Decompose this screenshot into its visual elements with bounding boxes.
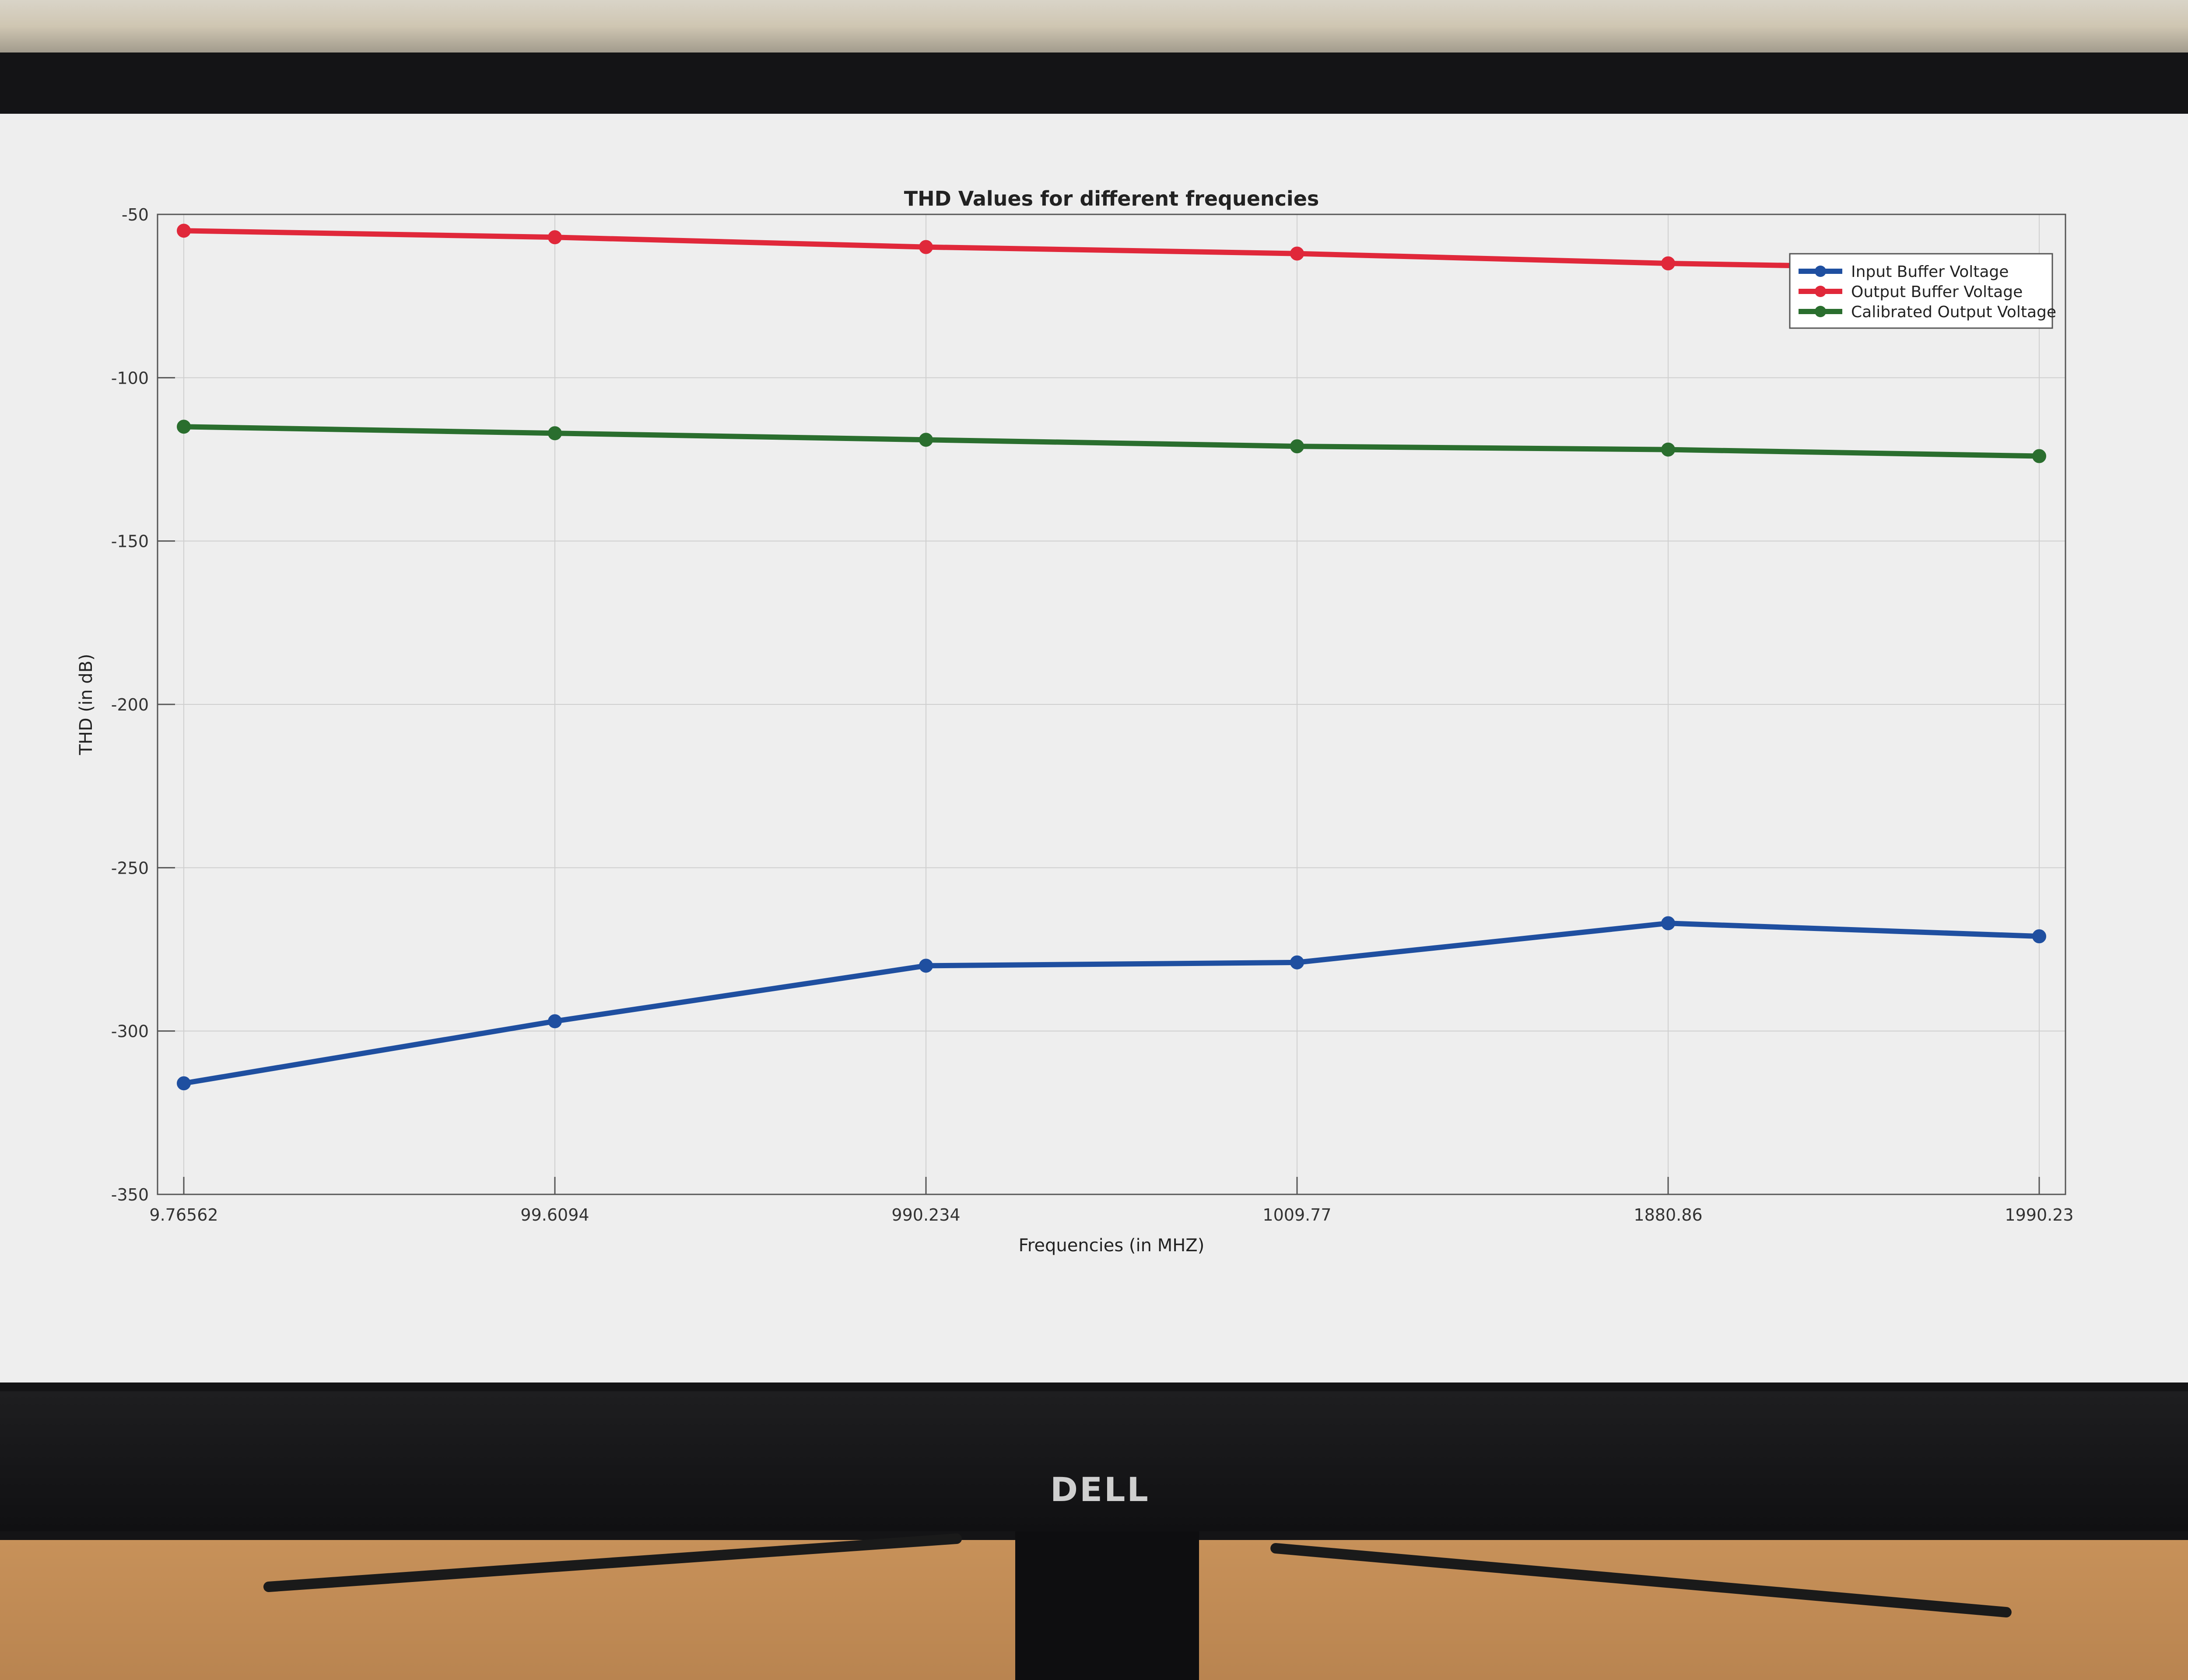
data-point <box>919 433 933 447</box>
y-tick-label: -50 <box>122 205 149 224</box>
y-axis-label: THD (in dB) <box>76 654 96 755</box>
series-line <box>183 424 2040 459</box>
x-axis-label: Frequencies (in MHZ) <box>1019 1236 1205 1256</box>
series-line <box>183 920 2040 1086</box>
monitor-bezel <box>0 1391 2188 1531</box>
data-point <box>1661 916 1675 931</box>
data-point <box>1290 439 1304 454</box>
data-point <box>919 240 933 254</box>
thd-line-chart: -350 -300 -250 -200 -150 -100 -50 9.76562 99.60… <box>0 114 2188 1382</box>
x-tick-label: 990.234 <box>891 1205 960 1225</box>
y-tick-label: -150 <box>111 532 149 551</box>
data-point <box>1290 955 1304 970</box>
monitor-brand-logo: DELL <box>1050 1470 1150 1509</box>
y-tick-labels: -350 -300 -250 -200 -150 -100 -50 <box>111 205 149 1204</box>
data-point <box>548 1014 562 1029</box>
legend-entry: Calibrated Output Voltage <box>1851 303 2056 321</box>
x-tick-label: 1990.23 <box>2005 1205 2073 1225</box>
data-point <box>2032 449 2046 463</box>
data-point <box>177 1076 191 1091</box>
x-tick-label: 1009.77 <box>1262 1205 1331 1225</box>
legend-marker <box>1815 286 1826 297</box>
y-tick-label: -100 <box>111 368 149 388</box>
y-tick-label: -350 <box>111 1185 149 1204</box>
data-point <box>1661 256 1675 270</box>
series-line <box>183 228 2040 273</box>
monitor-stand <box>1015 1531 1199 1680</box>
legend: Input Buffer Voltage Output Buffer Voltag… <box>1789 253 2056 329</box>
y-tick-label: -200 <box>111 695 149 714</box>
data-point <box>548 230 562 245</box>
y-tick-label: -250 <box>111 858 149 878</box>
x-tick-labels: 9.76562 99.6094 990.234 1009.77 1880.86 1990.… <box>149 1205 2073 1225</box>
legend-marker <box>1815 306 1826 317</box>
monitor-screen: -350 -300 -250 -200 -150 -100 -50 9.76562 99.60… <box>0 114 2188 1382</box>
legend-marker <box>1815 266 1826 277</box>
data-point <box>548 426 562 441</box>
data-point <box>1290 246 1304 261</box>
legend-entry: Input Buffer Voltage <box>1851 263 2009 281</box>
data-point <box>919 959 933 973</box>
legend-entry: Output Buffer Voltage <box>1851 283 2023 301</box>
x-tick-label: 9.76562 <box>149 1205 218 1225</box>
chart-title: THD Values for different frequencies <box>904 187 1319 210</box>
x-tick-label: 1880.86 <box>1634 1205 1702 1225</box>
data-point <box>1661 442 1675 457</box>
plot-frame <box>157 214 2066 1195</box>
series-lines <box>177 224 2046 1091</box>
data-point <box>177 224 191 238</box>
data-point <box>177 420 191 434</box>
x-tick-label: 99.6094 <box>520 1205 589 1225</box>
y-tick-label: -300 <box>111 1022 149 1041</box>
data-point <box>2032 929 2046 944</box>
